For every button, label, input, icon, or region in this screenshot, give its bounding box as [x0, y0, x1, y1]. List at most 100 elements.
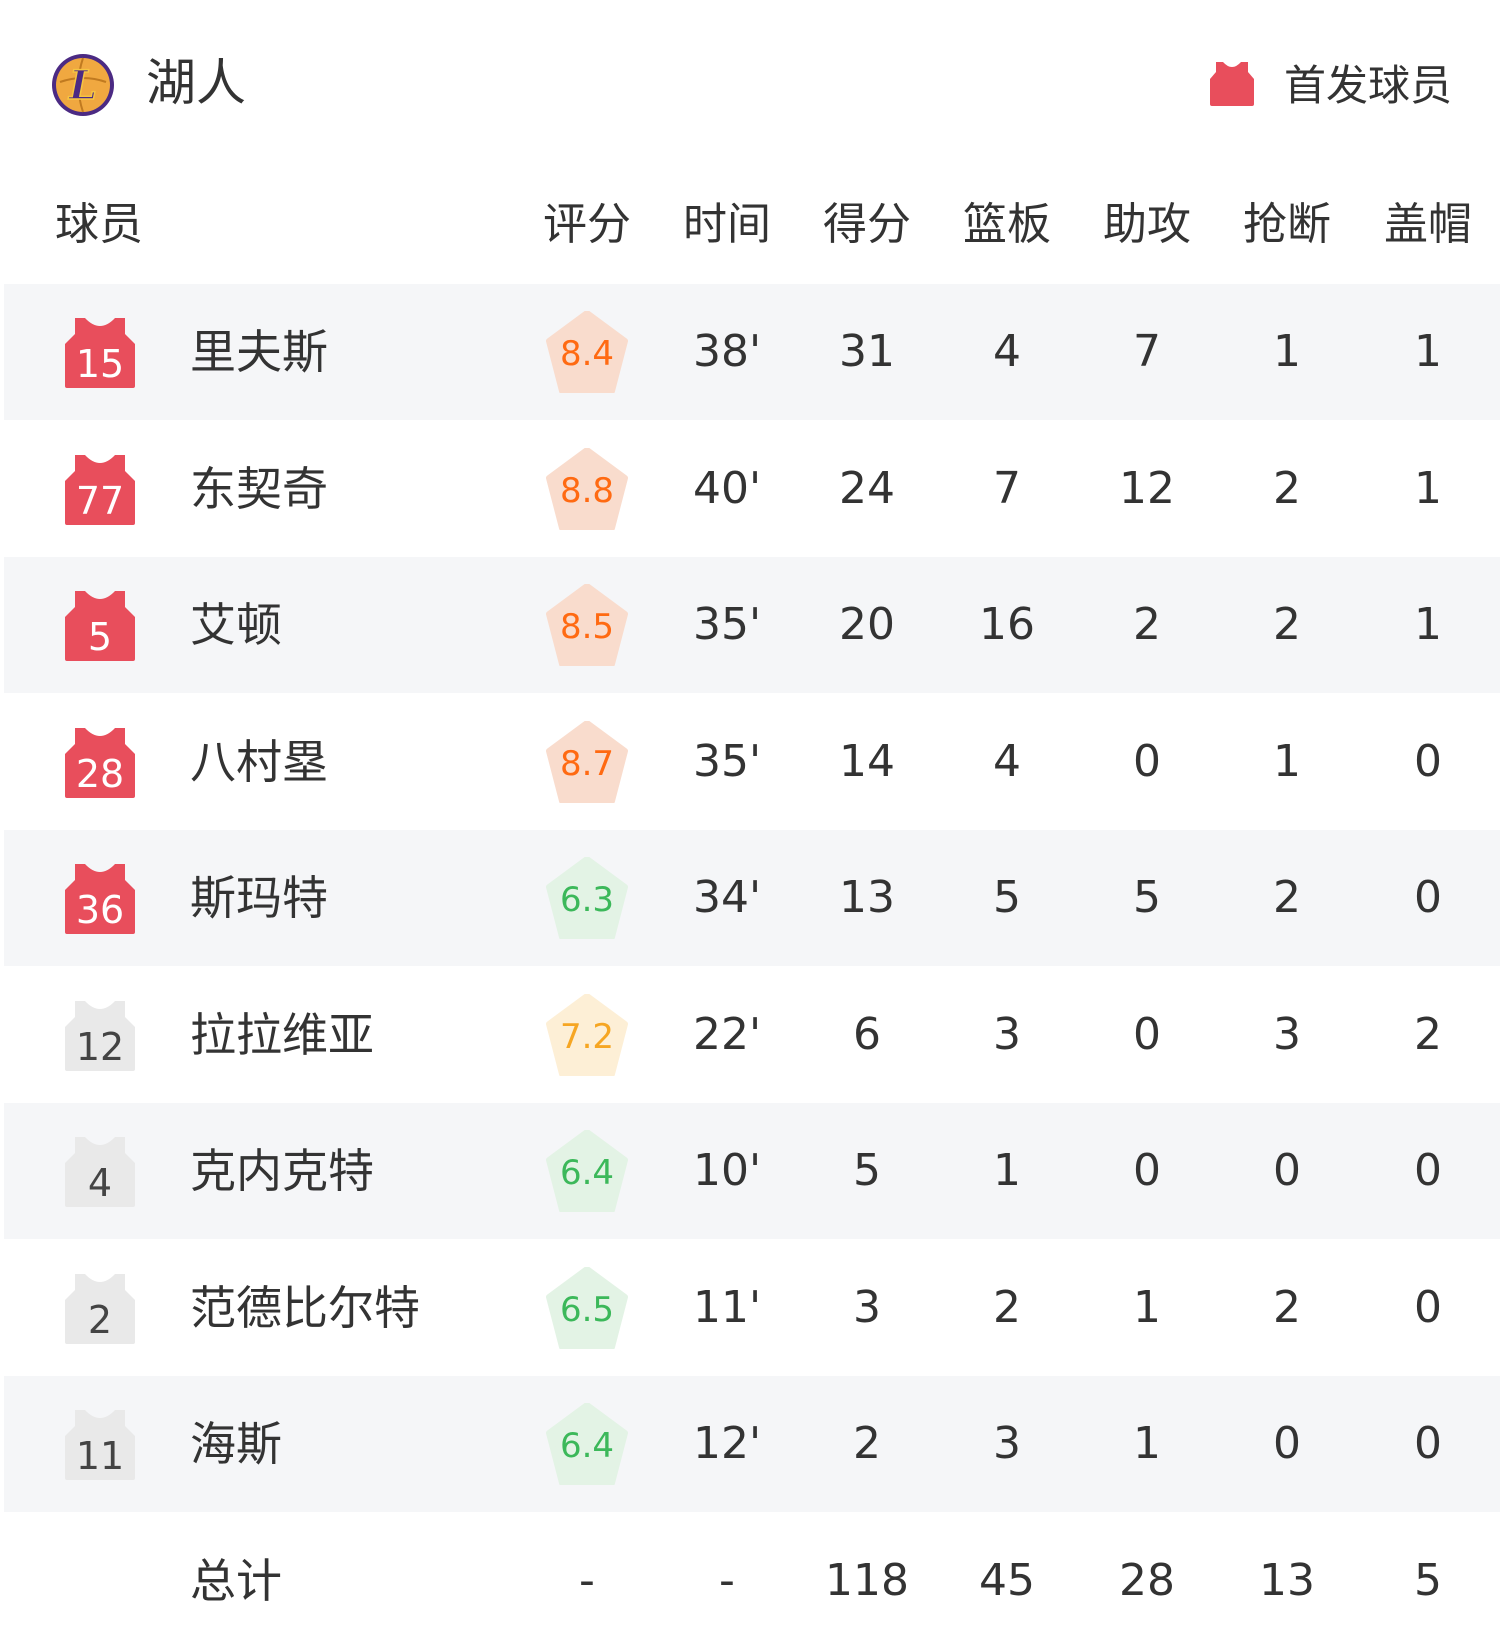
jersey-number: 4: [87, 1161, 113, 1205]
player-name[interactable]: 克内克特: [190, 1144, 374, 1198]
jersey-icon: [65, 864, 135, 934]
header-assists: 助攻: [1103, 199, 1191, 250]
jersey-icon: [65, 591, 135, 661]
total-points: 118: [825, 1554, 909, 1606]
header-time: 时间: [683, 199, 771, 250]
lakers-logo: L: [52, 54, 114, 116]
header-rating: 评分: [543, 199, 631, 250]
stat-time: 40': [692, 462, 762, 514]
starter-legend: 首发球员: [1209, 52, 1452, 113]
jersey-number-badge: 15: [65, 316, 135, 388]
rating-value: 6.5: [559, 1289, 615, 1330]
player-name[interactable]: 拉拉维亚: [190, 1007, 374, 1062]
stat-steals: 2: [1273, 872, 1301, 923]
rating-value: 8.4: [559, 334, 615, 374]
player-row[interactable]: 77 东契奇 8.8 40' 24 7 12 2 1: [4, 421, 1500, 557]
stat-blocks: 1: [1414, 599, 1442, 650]
stat-points: 2: [853, 1418, 881, 1469]
totals-row: 总计 - - 118 45 28 13 5: [4, 1513, 1500, 1649]
player-row[interactable]: 11 海斯 6.4 12' 2 3 1 0 0: [4, 1376, 1500, 1512]
rating-value: 6.4: [559, 1153, 615, 1193]
rating-badge: 6.4: [546, 1130, 628, 1212]
total-rating: -: [579, 1554, 595, 1606]
jersey-number-badge: 36: [65, 862, 135, 934]
player-name[interactable]: 八村塁: [190, 734, 328, 789]
player-row[interactable]: 2 范德比尔特 6.5 11' 3 2 1 2 0: [4, 1240, 1500, 1376]
jersey-number: 28: [75, 751, 125, 796]
rating-badge: 8.5: [546, 584, 628, 666]
player-row[interactable]: 28 八村塁 8.7 35' 14 4 0 1 0: [4, 694, 1500, 830]
total-rebounds: 45: [979, 1554, 1035, 1606]
jersey-number-badge: 4: [65, 1135, 135, 1207]
jersey-number: 11: [75, 1434, 125, 1478]
svg-text:L: L: [68, 62, 97, 109]
jersey-number-badge: 12: [65, 999, 135, 1071]
jersey-icon: [65, 454, 135, 525]
starter-legend-label: 首发球员: [1283, 61, 1452, 110]
stat-time: 10': [692, 1145, 762, 1196]
stat-steals: 0: [1273, 1418, 1301, 1469]
stat-steals: 3: [1273, 1008, 1301, 1060]
player-name[interactable]: 里夫斯: [190, 325, 328, 379]
rating-badge: 8.8: [546, 447, 628, 530]
table-header: 球员 评分 时间 得分 篮板 助攻 抢断 盖帽: [0, 190, 1500, 280]
stat-blocks: 1: [1414, 462, 1442, 514]
jersey-icon: [65, 1410, 135, 1480]
player-row[interactable]: 5 艾顿 8.5 35' 20 16 2 2 1: [4, 557, 1500, 693]
total-blocks: 5: [1414, 1554, 1442, 1606]
total-steals: 13: [1259, 1554, 1315, 1606]
rating-value: 8.5: [559, 607, 615, 647]
total-assists: 28: [1119, 1554, 1175, 1606]
player-name[interactable]: 艾顿: [190, 598, 282, 652]
stat-time: 34': [692, 872, 762, 923]
stat-rebounds: 4: [993, 326, 1021, 377]
player-name[interactable]: 范德比尔特: [190, 1280, 420, 1335]
stat-steals: 0: [1273, 1145, 1301, 1196]
stat-rebounds: 7: [993, 462, 1021, 514]
jersey-number: 15: [75, 342, 125, 386]
player-row[interactable]: 4 克内克特 6.4 10' 5 1 0 0 0: [4, 1103, 1500, 1239]
stat-blocks: 0: [1414, 735, 1442, 787]
header-steals: 抢断: [1243, 199, 1331, 250]
jersey-number: 2: [87, 1297, 113, 1342]
stat-rebounds: 2: [993, 1281, 1021, 1333]
total-time: -: [719, 1554, 735, 1606]
rating-value: 7.2: [559, 1016, 615, 1057]
player-name[interactable]: 东契奇: [190, 461, 328, 516]
jersey-number: 77: [75, 478, 125, 523]
stat-time: 11': [692, 1281, 762, 1333]
player-row[interactable]: 36 斯玛特 6.3 34' 13 5 5 2 0: [4, 830, 1500, 966]
player-name[interactable]: 海斯: [190, 1417, 282, 1471]
rating-badge: 8.7: [546, 720, 628, 803]
stat-rebounds: 3: [993, 1008, 1021, 1060]
jersey-icon: [65, 318, 135, 388]
header-blocks: 盖帽: [1384, 199, 1472, 250]
stat-time: 35': [692, 599, 762, 650]
stat-blocks: 1: [1414, 326, 1442, 377]
stat-points: 6: [853, 1008, 881, 1060]
stat-steals: 1: [1273, 326, 1301, 377]
jersey-number-badge: 77: [65, 453, 135, 525]
stat-blocks: 2: [1414, 1008, 1442, 1060]
jersey-number-badge: 28: [65, 726, 135, 798]
header-points: 得分: [823, 199, 911, 250]
stat-blocks: 0: [1414, 1418, 1442, 1469]
stat-steals: 2: [1273, 1281, 1301, 1333]
player-row[interactable]: 12 拉拉维亚 7.2 22' 6 3 0 3 2: [4, 967, 1500, 1103]
rating-badge: 6.3: [546, 857, 628, 939]
player-row[interactable]: 15 里夫斯 8.4 38' 31 4 7 1 1: [4, 284, 1500, 420]
stat-blocks: 0: [1414, 1145, 1442, 1196]
stat-assists: 12: [1119, 462, 1175, 514]
stat-assists: 1: [1133, 1418, 1161, 1469]
stat-time: 12': [692, 1418, 762, 1469]
stat-blocks: 0: [1414, 1281, 1442, 1333]
team-header: L 湖人 首发球员: [0, 0, 1500, 170]
stat-points: 5: [853, 1145, 881, 1196]
rating-badge: 6.5: [546, 1266, 628, 1349]
stat-rebounds: 4: [993, 735, 1021, 787]
header-rebounds: 篮板: [963, 199, 1051, 250]
player-name[interactable]: 斯玛特: [190, 871, 328, 925]
stat-time: 38': [692, 326, 762, 377]
stat-steals: 2: [1273, 599, 1301, 650]
stat-assists: 0: [1133, 735, 1161, 787]
